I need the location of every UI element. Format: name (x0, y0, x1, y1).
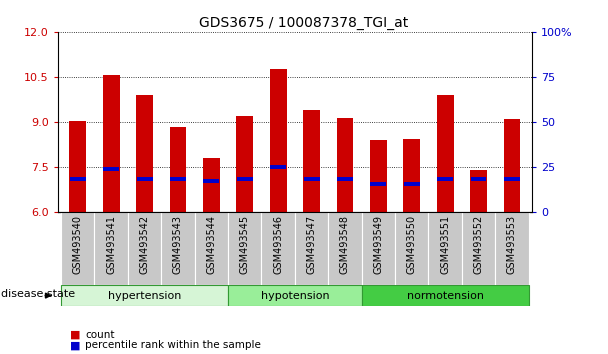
Bar (404, 182, 420, 186)
Bar (437, 95, 454, 212)
Bar (195, 212, 228, 285)
Bar (462, 212, 496, 285)
Bar (404, 139, 420, 212)
Bar (137, 177, 153, 181)
Bar (370, 140, 387, 212)
Bar (395, 212, 429, 285)
Bar (204, 179, 219, 183)
Text: disease state: disease state (1, 289, 75, 299)
Text: GSM493550: GSM493550 (407, 215, 416, 274)
Text: normotension: normotension (407, 291, 484, 301)
Text: percentile rank within the sample: percentile rank within the sample (85, 340, 261, 350)
Bar (303, 177, 320, 181)
Bar (270, 165, 286, 169)
Bar (228, 285, 362, 306)
Bar (362, 285, 529, 306)
Bar (170, 127, 186, 212)
Bar (203, 158, 219, 212)
Text: GSM493541: GSM493541 (106, 215, 116, 274)
Text: GSM493543: GSM493543 (173, 215, 183, 274)
Text: GSM493547: GSM493547 (306, 215, 317, 274)
Bar (303, 110, 320, 212)
Text: GSM493551: GSM493551 (440, 215, 450, 274)
Text: count: count (85, 330, 115, 339)
Text: ■: ■ (70, 330, 80, 339)
Bar (337, 118, 353, 212)
Bar (496, 212, 529, 285)
Bar (136, 95, 153, 212)
Text: ■: ■ (70, 340, 80, 350)
Bar (337, 177, 353, 181)
Bar (437, 177, 453, 181)
Text: GSM493548: GSM493548 (340, 215, 350, 274)
Text: GSM493542: GSM493542 (140, 215, 150, 274)
Text: GSM493545: GSM493545 (240, 215, 250, 274)
Bar (237, 177, 253, 181)
Bar (61, 285, 228, 306)
Bar (295, 212, 328, 285)
Bar (61, 212, 94, 285)
Bar (471, 177, 486, 181)
Bar (128, 212, 161, 285)
Bar (429, 212, 462, 285)
Bar (503, 119, 520, 212)
Text: GSM493544: GSM493544 (206, 215, 216, 274)
Bar (470, 170, 487, 212)
Bar (69, 121, 86, 212)
Bar (228, 212, 261, 285)
Bar (328, 212, 362, 285)
Bar (370, 182, 386, 186)
Bar (170, 177, 186, 181)
Bar (237, 116, 253, 212)
Bar (362, 212, 395, 285)
Text: GSM493546: GSM493546 (273, 215, 283, 274)
Text: GDS3675 / 100087378_TGI_at: GDS3675 / 100087378_TGI_at (199, 16, 409, 30)
Bar (161, 212, 195, 285)
Text: GSM493549: GSM493549 (373, 215, 384, 274)
Text: GSM493552: GSM493552 (474, 215, 483, 274)
Text: GSM493553: GSM493553 (507, 215, 517, 274)
Bar (103, 167, 119, 171)
Bar (70, 177, 86, 181)
Text: hypotension: hypotension (261, 291, 329, 301)
Bar (261, 212, 295, 285)
Text: hypertension: hypertension (108, 291, 181, 301)
Text: GSM493540: GSM493540 (73, 215, 83, 274)
Bar (103, 75, 120, 212)
Bar (270, 69, 286, 212)
Bar (94, 212, 128, 285)
Bar (504, 177, 520, 181)
